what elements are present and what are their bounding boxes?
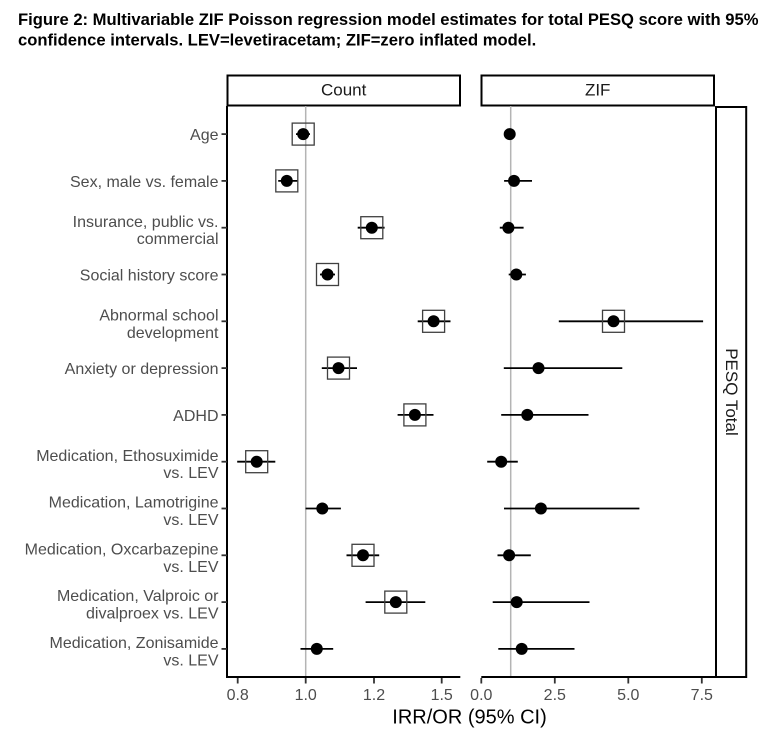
svg-text:Sex, male vs. female: Sex, male vs. female [70, 174, 219, 191]
svg-text:Medication, Oxcarbazepine: Medication, Oxcarbazepine [25, 541, 219, 558]
svg-text:commercial: commercial [137, 231, 219, 248]
svg-text:0.8: 0.8 [227, 687, 249, 704]
svg-text:IRR/OR (95% CI): IRR/OR (95% CI) [392, 707, 546, 729]
svg-text:PESQ Total: PESQ Total [722, 348, 741, 436]
svg-text:ZIF: ZIF [585, 80, 611, 99]
svg-text:2.5: 2.5 [544, 687, 566, 704]
svg-text:confidence intervals. LEV=leve: confidence intervals. LEV=levetiracetam;… [18, 31, 536, 50]
svg-text:Anxiety or depression: Anxiety or depression [65, 361, 219, 378]
svg-text:Count: Count [321, 80, 367, 99]
svg-text:Medication, Ethosuximide: Medication, Ethosuximide [36, 448, 218, 465]
svg-text:Age: Age [190, 127, 219, 144]
svg-text:5.0: 5.0 [617, 687, 639, 704]
svg-text:Insurance, public vs.: Insurance, public vs. [73, 214, 219, 231]
svg-text:Medication, Zonisamide: Medication, Zonisamide [50, 635, 219, 652]
svg-text:0.0: 0.0 [470, 687, 492, 704]
svg-text:Abnormal school: Abnormal school [99, 307, 218, 324]
svg-text:Medication, Valproic or: Medication, Valproic or [57, 588, 219, 605]
svg-text:1.2: 1.2 [363, 687, 385, 704]
svg-text:vs. LEV: vs. LEV [163, 465, 218, 482]
svg-text:divalproex vs. LEV: divalproex vs. LEV [86, 606, 219, 623]
svg-text:1.0: 1.0 [295, 687, 317, 704]
svg-text:vs. LEV: vs. LEV [163, 559, 218, 576]
svg-text:Social history score: Social history score [80, 268, 219, 285]
svg-text:development: development [127, 325, 219, 342]
svg-text:7.5: 7.5 [691, 687, 713, 704]
svg-text:vs. LEV: vs. LEV [163, 652, 218, 669]
svg-text:vs. LEV: vs. LEV [163, 512, 218, 529]
svg-text:1.5: 1.5 [431, 687, 453, 704]
svg-text:Figure 2: Multivariable ZIF Po: Figure 2: Multivariable ZIF Poisson regr… [18, 10, 759, 29]
svg-text:ADHD: ADHD [173, 408, 218, 425]
svg-text:Medication, Lamotrigine: Medication, Lamotrigine [49, 495, 219, 512]
